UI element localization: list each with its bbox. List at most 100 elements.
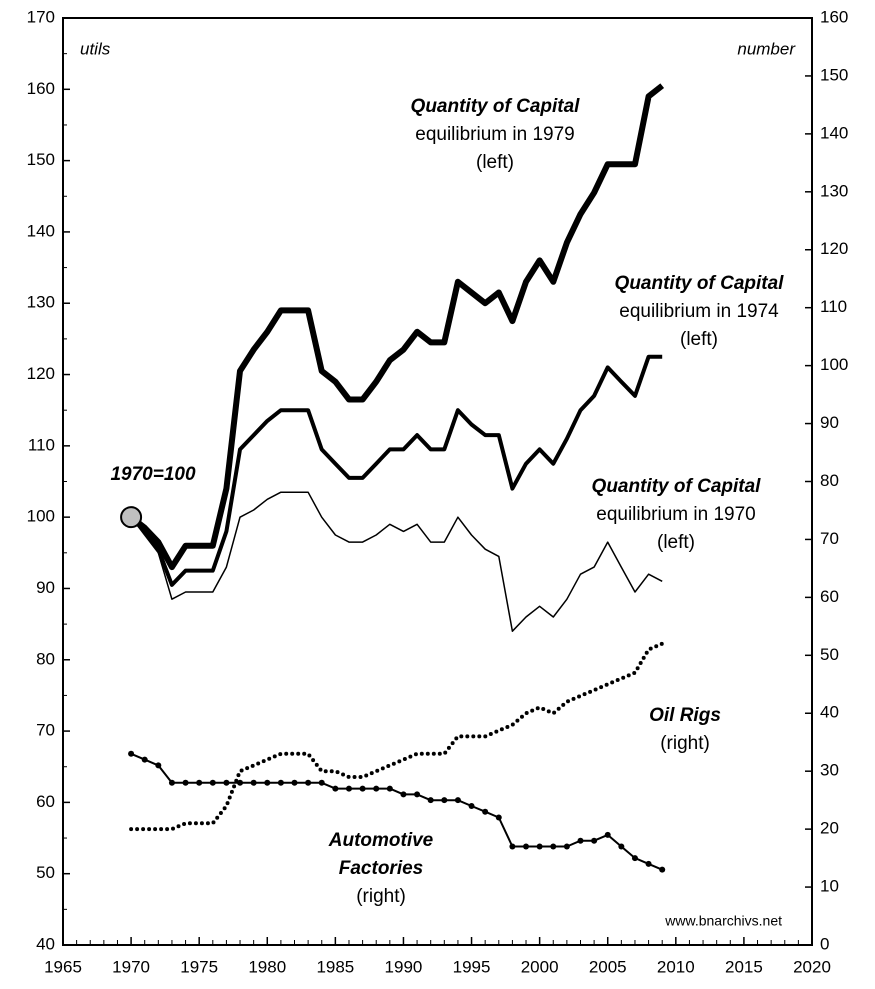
- series-dot: [318, 779, 325, 786]
- y-tick-label: 120: [27, 364, 55, 383]
- series-dot: [386, 785, 393, 792]
- y-tick-label: 80: [36, 649, 55, 668]
- y2-tick-label: 20: [820, 819, 839, 838]
- y-tick-label: 160: [27, 79, 55, 98]
- series-dot: [441, 797, 448, 804]
- x-tick-label: 2020: [793, 957, 831, 976]
- y2-tick-label: 120: [820, 239, 848, 258]
- annotation: (left): [680, 329, 718, 350]
- source: www.bnarchivs.net: [664, 913, 782, 929]
- series-dot: [359, 785, 366, 792]
- x-tick-label: 1995: [453, 957, 491, 976]
- annotation: Automotive: [328, 830, 434, 851]
- series-dot: [591, 837, 598, 844]
- y-tick-label: 90: [36, 578, 55, 597]
- series-dot: [400, 791, 407, 798]
- y2-tick-label: 50: [820, 645, 839, 664]
- y-tick-label: 70: [36, 721, 55, 740]
- annotation: (right): [356, 886, 406, 907]
- annotation: Factories: [339, 858, 423, 879]
- series-dot: [264, 779, 271, 786]
- x-tick-label: 1980: [248, 957, 286, 976]
- y-tick-label: 130: [27, 293, 55, 312]
- series-dot: [345, 785, 352, 792]
- y-unit: utils: [80, 39, 111, 58]
- y2-tick-label: 80: [820, 471, 839, 490]
- series-dot: [659, 866, 666, 873]
- y-tick-label: 150: [27, 150, 55, 169]
- series-dot: [563, 843, 570, 850]
- y-tick-label: 100: [27, 507, 55, 526]
- series-dot: [373, 785, 380, 792]
- x-tick-label: 1985: [316, 957, 354, 976]
- series-dot: [536, 843, 543, 850]
- series-dot: [550, 843, 557, 850]
- series-dot: [427, 797, 434, 804]
- x-tick-label: 1965: [44, 957, 82, 976]
- series-line: [130, 491, 663, 632]
- y2-tick-label: 40: [820, 703, 839, 722]
- annotation: equilibrium in 1974: [619, 301, 779, 322]
- x-tick-label: 2010: [657, 957, 695, 976]
- series-dot: [604, 831, 611, 838]
- y2-tick-label: 0: [820, 934, 829, 953]
- series-layer: [128, 83, 666, 873]
- series-dot: [414, 791, 421, 798]
- y-tick-label: 60: [36, 792, 55, 811]
- y2-tick-label: 110: [820, 297, 847, 316]
- y-tick-label: 50: [36, 863, 55, 882]
- x-tick-label: 2015: [725, 957, 763, 976]
- annotation: Quantity of Capital: [615, 273, 785, 294]
- series-dot: [128, 750, 135, 757]
- annotation: (right): [660, 733, 710, 754]
- series-dot: [291, 779, 298, 786]
- annotation: Quantity of Capital: [592, 476, 762, 497]
- series-dot: [645, 860, 652, 867]
- series-dot: [577, 837, 584, 844]
- series-dot: [209, 779, 216, 786]
- y2-unit: number: [737, 39, 796, 58]
- series-dot: [509, 843, 516, 850]
- series-dot: [523, 843, 530, 850]
- series-dot: [454, 797, 461, 804]
- series-line: [129, 354, 663, 587]
- x-tick-label: 1990: [385, 957, 423, 976]
- x-tick-label: 1975: [180, 957, 218, 976]
- series-dot: [468, 802, 475, 809]
- series-dot: [618, 843, 625, 850]
- y2-tick-label: 10: [820, 877, 839, 896]
- series-dot: [141, 756, 148, 763]
- series-dot: [237, 779, 244, 786]
- annotation: equilibrium in 1970: [596, 504, 756, 525]
- series-line: [129, 83, 665, 571]
- annotation: equilibrium in 1979: [415, 124, 575, 145]
- annotation: 1970=100: [110, 464, 195, 485]
- x-tick-label: 1970: [112, 957, 150, 976]
- y2-tick-label: 130: [820, 181, 848, 200]
- series-dot: [223, 779, 230, 786]
- y2-tick-label: 90: [820, 413, 839, 432]
- annotation: Oil Rigs: [649, 705, 721, 726]
- series-dot: [495, 814, 502, 821]
- series-dot: [250, 779, 257, 786]
- annotation: (left): [476, 152, 514, 173]
- series-dot: [277, 779, 284, 786]
- x-tick-label: 2000: [521, 957, 559, 976]
- y2-tick-label: 150: [820, 65, 848, 84]
- y-tick-label: 140: [27, 221, 55, 240]
- series-dot: [631, 855, 638, 862]
- y2-tick-label: 70: [820, 529, 839, 548]
- y2-tick-label: 100: [820, 355, 848, 374]
- y2-tick-label: 140: [820, 123, 848, 142]
- y2-tick-label: 60: [820, 587, 839, 606]
- base-marker: [120, 506, 143, 529]
- series-line: [129, 641, 665, 832]
- y2-tick-label: 160: [820, 7, 848, 26]
- series-dot: [305, 779, 312, 786]
- y-tick-label: 40: [36, 934, 55, 953]
- series-line: [130, 752, 663, 871]
- x-tick-label: 2005: [589, 957, 627, 976]
- y-tick-label: 110: [28, 435, 55, 454]
- series-dot: [182, 779, 189, 786]
